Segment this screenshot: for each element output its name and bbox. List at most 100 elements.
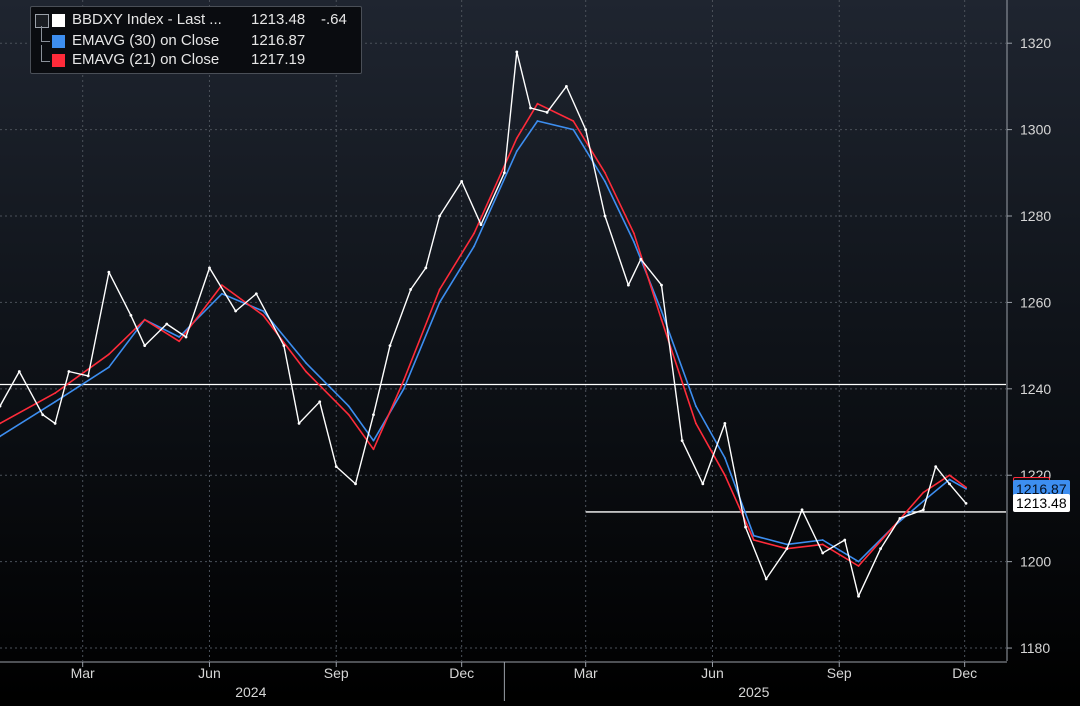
point-bbdxy [627, 283, 630, 287]
point-ema30 [402, 387, 405, 390]
point-ema21 [723, 474, 726, 477]
point-ema21 [515, 137, 518, 140]
point-bbdxy [821, 551, 825, 555]
point-bbdxy [107, 270, 111, 274]
x-tick-label: Jun [198, 665, 221, 681]
y-tick-label: 1180 [1020, 640, 1050, 656]
legend-swatch-ema30 [52, 35, 65, 48]
point-bbdxy [372, 413, 375, 417]
point-bbdxy [934, 465, 938, 468]
point-ema30 [723, 457, 726, 459]
x-tick-label: Jun [701, 665, 724, 681]
legend-value-ema21: 1217.19 [251, 51, 306, 68]
point-bbdxy [143, 344, 147, 348]
point-bbdxy [584, 128, 588, 132]
point-ema30 [305, 362, 307, 364]
point-ema30 [0, 435, 1, 438]
y-tick-label: 1280 [1020, 208, 1051, 224]
point-bbdxy [17, 370, 21, 373]
point-ema30 [922, 500, 925, 503]
point-ema30 [372, 439, 375, 442]
legend-value-bbdxy: 1213.48 [251, 11, 306, 28]
point-ema21 [305, 370, 307, 373]
point-ema30 [178, 336, 181, 338]
point-ema30 [262, 310, 265, 312]
legend-item-bbdxy[interactable]: BBDXY Index - Last ... 1213.48 -.64 [31, 10, 361, 30]
x-tick-label: Sep [827, 665, 852, 681]
x-tick-label: Dec [952, 665, 977, 681]
point-bbdxy [529, 106, 532, 110]
point-ema21 [948, 474, 951, 477]
point-bbdxy [843, 538, 847, 542]
point-ema21 [0, 422, 1, 425]
point-bbdxy [723, 421, 727, 425]
point-bbdxy [964, 501, 968, 505]
point-ema21 [372, 448, 375, 451]
point-ema30 [515, 150, 518, 153]
y-tick-label: 1300 [1020, 122, 1051, 138]
point-bbdxy [921, 508, 925, 512]
point-ema21 [660, 318, 663, 321]
legend-item-ema30[interactable]: EMAVG (30) on Close 1216.87 [31, 31, 361, 51]
point-bbdxy [282, 344, 286, 348]
point-ema30 [347, 405, 350, 408]
point-ema21 [633, 232, 635, 235]
point-ema30 [821, 539, 824, 541]
point-bbdxy [564, 85, 568, 88]
legend-item-ema21[interactable]: EMAVG (21) on Close 1217.19 [31, 50, 361, 70]
legend-label-ema30: EMAVG (30) on Close [72, 32, 220, 49]
point-bbdxy [86, 374, 90, 378]
series-line-ema21 [0, 102, 967, 567]
point-bbdxy [318, 400, 322, 404]
point-ema30 [604, 180, 606, 183]
point-bbdxy [208, 266, 211, 270]
point-bbdxy [424, 266, 428, 270]
point-bbdxy [53, 421, 57, 425]
point-bbdxy [502, 171, 506, 175]
x-tick-label: Mar [71, 665, 95, 681]
point-ema21 [438, 288, 441, 291]
point-ema30 [752, 534, 755, 537]
point-bbdxy [438, 214, 442, 218]
point-ema21 [220, 284, 223, 287]
point-ema21 [857, 565, 860, 567]
point-bbdxy [67, 370, 71, 373]
point-ema30 [220, 292, 223, 295]
point-ema30 [54, 400, 57, 403]
point-ema21 [402, 379, 405, 382]
point-bbdxy [857, 594, 860, 598]
legend-label-bbdxy: BBDXY Index - Last ... [72, 11, 222, 28]
point-ema30 [965, 487, 967, 490]
point-bbdxy [515, 50, 519, 54]
point-ema30 [857, 560, 860, 563]
point-bbdxy [785, 547, 789, 551]
point-ema30 [660, 310, 663, 312]
point-ema30 [473, 245, 475, 248]
point-bbdxy [948, 482, 951, 486]
point-ema30 [948, 478, 951, 481]
point-bbdxy [680, 439, 684, 443]
grid-lines [0, 0, 1006, 661]
point-bbdxy [744, 525, 747, 529]
point-bbdxy [334, 465, 338, 468]
x-year-label: 2025 [738, 684, 769, 700]
chart-legend[interactable]: BBDXY Index - Last ... 1213.48 -.64 EMAV… [30, 6, 362, 74]
point-ema21 [54, 392, 57, 395]
point-bbdxy [879, 547, 882, 551]
point-bbdxy [639, 257, 643, 261]
reference-lines [0, 383, 1006, 513]
legend-label-ema21: EMAVG (21) on Close [72, 51, 220, 68]
legend-change-bbdxy: -.64 [321, 11, 347, 28]
legend-collapse-handle[interactable] [35, 14, 49, 28]
series-line-bbdxy [0, 51, 967, 597]
point-bbdxy [764, 577, 768, 581]
point-ema21 [695, 422, 697, 425]
point-bbdxy [479, 223, 483, 227]
point-ema21 [922, 491, 925, 494]
point-bbdxy [41, 413, 45, 417]
point-ema21 [178, 340, 181, 343]
point-ema30 [785, 543, 788, 546]
point-bbdxy [184, 335, 188, 339]
